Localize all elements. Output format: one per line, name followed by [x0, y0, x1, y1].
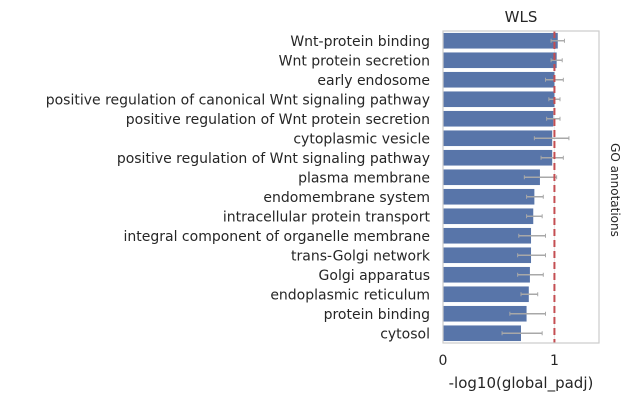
category-label: Golgi apparatus: [319, 268, 430, 284]
bar: [443, 286, 529, 303]
bar: [443, 188, 535, 205]
bar: [443, 305, 527, 322]
category-label: trans-Golgi network: [291, 248, 431, 264]
category-label: positive regulation of Wnt signaling pat…: [117, 151, 430, 167]
bar: [443, 208, 534, 225]
bar: [443, 266, 530, 283]
category-label: Wnt protein secretion: [279, 53, 430, 69]
category-label: intracellular protein transport: [223, 209, 431, 225]
bar: [443, 227, 532, 244]
category-label: positive regulation of canonical Wnt sig…: [46, 92, 430, 108]
category-label: cytosol: [380, 326, 430, 342]
category-label: plasma membrane: [298, 170, 430, 186]
category-label: early endosome: [317, 73, 430, 89]
category-label: integral component of organelle membrane: [124, 229, 431, 245]
category-label: protein binding: [324, 307, 430, 323]
category-label: endomembrane system: [263, 190, 430, 206]
chart-title: WLS: [505, 8, 538, 26]
bar: [443, 52, 557, 69]
bar: [443, 91, 555, 108]
bar: [443, 32, 558, 49]
x-tick-label: 1: [550, 353, 559, 369]
bar: [443, 325, 521, 342]
category-label: endoplasmic reticulum: [270, 287, 430, 303]
category-label: positive regulation of Wnt protein secre…: [126, 112, 430, 128]
bar: [443, 149, 553, 166]
bar: [443, 110, 554, 127]
x-tick-label: 0: [439, 353, 448, 369]
bars-layer: [443, 32, 558, 342]
category-label: Wnt-protein binding: [290, 34, 430, 50]
category-labels: Wnt-protein binding Wnt protein secretion…: [46, 34, 431, 343]
x-axis-label: -log10(global_padj): [449, 374, 594, 393]
errors-layer: [501, 38, 570, 336]
axes-frame: [442, 30, 600, 344]
bar: [443, 130, 553, 147]
right-axis-label: GO annotations: [608, 143, 622, 237]
bar: [443, 247, 532, 264]
category-label: cytoplasmic vesicle: [293, 131, 430, 147]
bar: [443, 71, 555, 88]
bar: [443, 169, 540, 186]
